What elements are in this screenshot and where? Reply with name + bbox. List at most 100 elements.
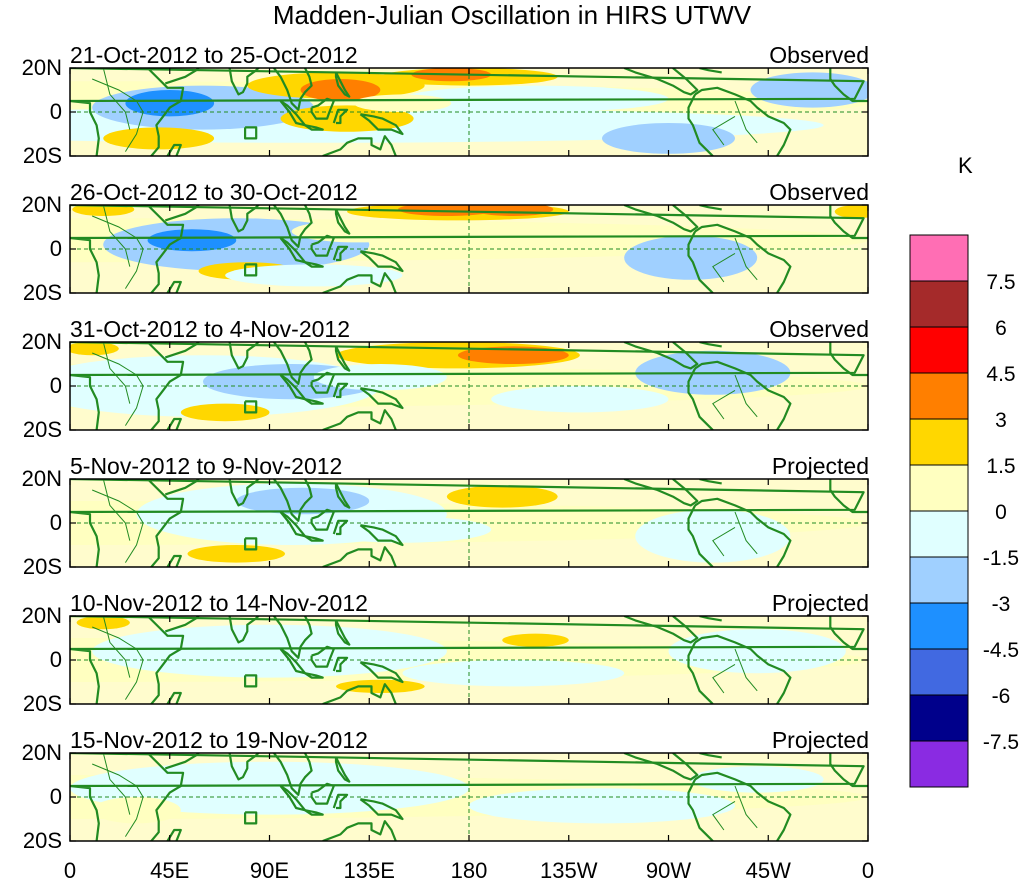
anomaly-contour: [750, 72, 868, 108]
lon-label: 45E: [150, 858, 190, 883]
colorbar-tick-label: 7.5: [986, 271, 1016, 294]
anomaly-contour: [690, 766, 824, 793]
colorbar-tick-label: 6: [995, 317, 1007, 340]
coastline: [829, 616, 868, 651]
lat-label: 20S: [22, 828, 62, 853]
coastline: [829, 205, 868, 240]
coastline: [322, 409, 397, 430]
coastline: [310, 234, 335, 257]
coastline: [359, 524, 404, 547]
map-panel: [69, 341, 869, 431]
map-panel: [69, 478, 869, 568]
coastline: [70, 68, 865, 156]
colorbar-swatch: [909, 556, 969, 604]
coastline: [146, 616, 185, 704]
coastline: [146, 753, 185, 841]
lat-label: 0: [49, 236, 62, 261]
coastline: [829, 342, 868, 377]
country-border: [92, 626, 144, 700]
country-border: [734, 237, 758, 281]
lon-label: 0: [861, 858, 875, 883]
lat-label: 0: [49, 99, 62, 124]
country-border: [734, 100, 758, 144]
coastline: [227, 479, 261, 507]
anomaly-contour: [668, 629, 846, 674]
colorbar: [909, 234, 969, 788]
coastline: [359, 661, 404, 684]
coastline: [310, 645, 335, 668]
coastline: [623, 753, 699, 781]
coastline: [273, 616, 313, 659]
coastline: [304, 535, 324, 542]
anomaly-contour: [72, 205, 135, 216]
coastline: [273, 205, 313, 248]
lon-label: 90W: [645, 858, 692, 883]
coastline: [146, 342, 185, 430]
coastline: [304, 398, 324, 405]
coastline: [70, 342, 865, 430]
coastline: [334, 345, 351, 372]
colorbar-swatch: [909, 326, 969, 374]
coastline: [227, 342, 261, 370]
lat-label: 20S: [22, 554, 62, 579]
coastline: [244, 126, 258, 140]
coastline: [70, 479, 865, 567]
country-border: [102, 479, 131, 541]
coastline: [687, 504, 714, 567]
coastline: [164, 753, 201, 770]
coastline: [694, 360, 792, 430]
country-border: [92, 489, 144, 563]
coastline: [687, 641, 714, 704]
colorbar-tick-label: -7.5: [982, 731, 1020, 754]
coastline: [322, 683, 397, 704]
coastline: [829, 479, 868, 514]
coastline: [273, 753, 313, 796]
lat-label: 20S: [22, 691, 62, 716]
country-border: [734, 785, 758, 829]
anomaly-contour: [180, 403, 270, 422]
coastline: [334, 482, 351, 509]
coastline: [304, 124, 324, 131]
coastline: [166, 280, 182, 293]
country-border: [734, 648, 758, 692]
coastline: [322, 546, 397, 567]
coastline: [687, 367, 714, 430]
lon-label: 180: [450, 858, 488, 883]
panel-date-range: 15-Nov-2012 to 19-Nov-2012: [70, 727, 368, 753]
country-border: [92, 78, 144, 152]
country-border: [712, 115, 736, 146]
coastline: [227, 753, 261, 781]
panel-status: Projected: [771, 590, 869, 616]
coastline: [332, 245, 349, 262]
coastline: [244, 537, 258, 551]
anomaly-contour: [834, 205, 868, 219]
map-panel: [69, 615, 869, 705]
coastline: [687, 778, 714, 841]
coastline: [623, 68, 699, 96]
coastline: [70, 616, 865, 704]
panel-date-range: 26-Oct-2012 to 30-Oct-2012: [70, 179, 358, 205]
country-border: [92, 352, 144, 426]
panel-status: Projected: [771, 727, 869, 753]
country-border: [712, 800, 736, 831]
coastline: [310, 97, 335, 120]
lat-label: 20N: [21, 740, 62, 765]
coastline: [244, 674, 258, 688]
coastline: [70, 753, 865, 841]
coastline: [146, 479, 185, 567]
anomaly-contour: [147, 229, 237, 252]
panel-date-range: 21-Oct-2012 to 25-Oct-2012: [70, 42, 358, 68]
coastline: [273, 68, 313, 111]
colorbar-tick-label: 0: [995, 501, 1007, 524]
colorbar-swatch: [909, 648, 969, 696]
panel-status: Observed: [769, 179, 869, 205]
coastline: [322, 135, 397, 156]
lat-label: 20N: [21, 55, 62, 80]
colorbar-swatch: [909, 740, 969, 788]
colorbar-unit: K: [958, 153, 973, 178]
figure-title: Madden-Julian Oscillation in HIRS UTWV: [272, 0, 752, 30]
lat-label: 0: [49, 647, 62, 672]
coastline: [227, 616, 261, 644]
coastline: [164, 205, 201, 222]
panel-status: Observed: [769, 316, 869, 342]
